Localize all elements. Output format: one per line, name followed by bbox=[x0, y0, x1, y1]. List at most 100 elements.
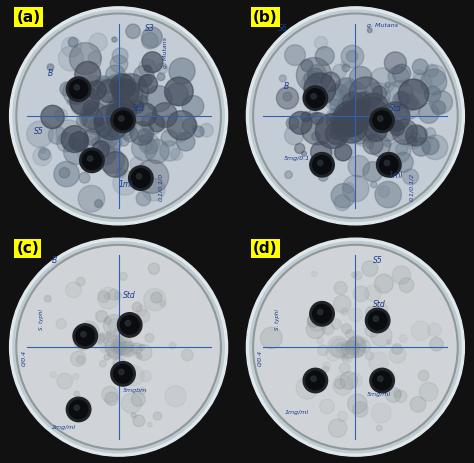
Circle shape bbox=[359, 93, 389, 124]
Circle shape bbox=[103, 142, 120, 159]
Circle shape bbox=[88, 156, 93, 161]
Circle shape bbox=[285, 45, 305, 65]
Circle shape bbox=[333, 375, 353, 395]
Circle shape bbox=[142, 52, 163, 73]
Circle shape bbox=[149, 116, 165, 132]
Circle shape bbox=[108, 103, 130, 125]
Circle shape bbox=[99, 96, 114, 110]
Circle shape bbox=[334, 78, 355, 99]
Circle shape bbox=[308, 68, 323, 84]
Circle shape bbox=[82, 326, 98, 343]
Circle shape bbox=[374, 274, 393, 293]
Circle shape bbox=[147, 422, 152, 427]
Circle shape bbox=[108, 319, 121, 332]
Circle shape bbox=[342, 100, 371, 129]
Circle shape bbox=[98, 291, 109, 303]
Circle shape bbox=[346, 50, 358, 62]
Circle shape bbox=[335, 144, 352, 161]
Text: 0/0.4: 0/0.4 bbox=[257, 350, 263, 366]
Circle shape bbox=[370, 113, 385, 129]
Circle shape bbox=[99, 334, 106, 341]
Circle shape bbox=[355, 132, 369, 146]
Circle shape bbox=[64, 139, 89, 164]
Circle shape bbox=[340, 119, 351, 130]
Circle shape bbox=[318, 309, 323, 315]
Circle shape bbox=[145, 334, 154, 342]
Circle shape bbox=[421, 69, 447, 95]
Circle shape bbox=[57, 373, 73, 389]
Circle shape bbox=[100, 79, 106, 85]
Circle shape bbox=[153, 103, 177, 127]
Circle shape bbox=[137, 305, 147, 316]
Circle shape bbox=[368, 104, 373, 109]
Circle shape bbox=[135, 353, 140, 358]
Circle shape bbox=[392, 119, 418, 144]
Circle shape bbox=[394, 390, 401, 398]
Circle shape bbox=[309, 109, 317, 118]
Circle shape bbox=[403, 78, 410, 84]
Text: g. Mutans: g. Mutans bbox=[163, 37, 168, 68]
Circle shape bbox=[365, 119, 387, 141]
Circle shape bbox=[130, 122, 154, 145]
Circle shape bbox=[128, 87, 145, 104]
Circle shape bbox=[351, 104, 362, 114]
Circle shape bbox=[412, 59, 428, 75]
Circle shape bbox=[69, 88, 85, 105]
Circle shape bbox=[104, 293, 110, 299]
Circle shape bbox=[118, 342, 132, 356]
Circle shape bbox=[98, 100, 105, 108]
Circle shape bbox=[33, 147, 52, 166]
Circle shape bbox=[365, 324, 379, 337]
Circle shape bbox=[123, 112, 132, 121]
Circle shape bbox=[70, 43, 101, 75]
Circle shape bbox=[135, 160, 169, 194]
Circle shape bbox=[108, 75, 120, 88]
Circle shape bbox=[114, 74, 148, 108]
Circle shape bbox=[113, 114, 129, 131]
Circle shape bbox=[413, 69, 425, 81]
Circle shape bbox=[166, 83, 188, 105]
Circle shape bbox=[383, 371, 395, 383]
Circle shape bbox=[308, 64, 326, 83]
Circle shape bbox=[176, 132, 195, 151]
Circle shape bbox=[337, 95, 363, 120]
Circle shape bbox=[74, 342, 79, 347]
Circle shape bbox=[301, 59, 313, 71]
Circle shape bbox=[111, 73, 133, 96]
Circle shape bbox=[403, 169, 419, 185]
Circle shape bbox=[396, 143, 408, 155]
Circle shape bbox=[141, 140, 152, 151]
Circle shape bbox=[289, 112, 312, 134]
Circle shape bbox=[148, 263, 160, 274]
Circle shape bbox=[114, 115, 119, 120]
Circle shape bbox=[343, 98, 362, 118]
Circle shape bbox=[311, 271, 317, 277]
Circle shape bbox=[392, 266, 410, 284]
Circle shape bbox=[67, 100, 72, 104]
Text: (a): (a) bbox=[16, 10, 40, 25]
Circle shape bbox=[114, 364, 132, 383]
Circle shape bbox=[406, 125, 427, 146]
Circle shape bbox=[95, 332, 108, 345]
Circle shape bbox=[74, 391, 79, 396]
Circle shape bbox=[346, 337, 366, 357]
Circle shape bbox=[112, 93, 127, 107]
Circle shape bbox=[9, 7, 228, 225]
Circle shape bbox=[384, 140, 391, 147]
Circle shape bbox=[351, 344, 365, 357]
Circle shape bbox=[325, 89, 348, 112]
Circle shape bbox=[373, 111, 392, 130]
Circle shape bbox=[116, 112, 123, 119]
Circle shape bbox=[306, 371, 325, 390]
Circle shape bbox=[356, 115, 368, 126]
Circle shape bbox=[114, 111, 132, 130]
Circle shape bbox=[139, 75, 152, 88]
Circle shape bbox=[79, 172, 90, 183]
Circle shape bbox=[66, 77, 91, 101]
Circle shape bbox=[330, 136, 356, 161]
Circle shape bbox=[319, 171, 328, 181]
Circle shape bbox=[131, 393, 145, 407]
Circle shape bbox=[250, 242, 461, 453]
Circle shape bbox=[171, 149, 182, 160]
Circle shape bbox=[324, 156, 330, 162]
